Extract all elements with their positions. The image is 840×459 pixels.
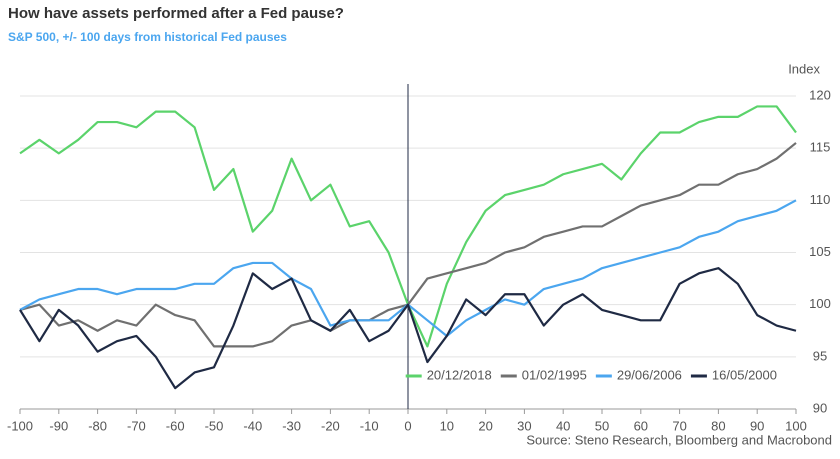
y-tick-label: 110 (810, 192, 831, 207)
x-tick-label: -20 (321, 418, 340, 433)
x-tick-label: -70 (127, 418, 146, 433)
series-line (19, 267, 797, 390)
x-tick-label: 40 (556, 418, 570, 433)
y-axis-label: Index (788, 61, 820, 76)
legend-label: 16/05/2000 (712, 367, 777, 382)
x-tick-label: -40 (243, 418, 262, 433)
legend-label: 01/02/1995 (522, 367, 587, 382)
x-tick-label: -60 (166, 418, 185, 433)
chart-subtitle: S&P 500, +/- 100 days from historical Fe… (8, 30, 287, 44)
x-tick-label: -90 (49, 418, 68, 433)
x-tick-label: 30 (517, 418, 531, 433)
y-tick-label: 100 (809, 296, 831, 311)
x-tick-label: 10 (440, 418, 454, 433)
x-tick-label: 50 (595, 418, 609, 433)
x-tick-label: 60 (634, 418, 648, 433)
x-tick-label: -10 (360, 418, 379, 433)
x-tick-label: 70 (672, 418, 686, 433)
chart-title: How have assets performed after a Fed pa… (8, 5, 344, 22)
y-tick-label: 115 (810, 140, 831, 155)
x-tick-label: -100 (7, 418, 33, 433)
y-tick-label: 120 (809, 87, 831, 102)
y-tick-label: 105 (809, 244, 831, 259)
y-tick-label: 95 (813, 348, 827, 363)
y-tick-label: 90 (813, 400, 827, 415)
source: Source: Steno Research, Bloomberg and Ma… (526, 432, 832, 447)
legend-label: 29/06/2006 (617, 367, 682, 382)
x-tick-label: 90 (750, 418, 764, 433)
legend-label: 20/12/2018 (427, 367, 492, 382)
x-tick-label: 100 (785, 418, 807, 433)
x-tick-label: -80 (88, 418, 107, 433)
x-tick-label: 0 (404, 418, 411, 433)
x-tick-label: 20 (478, 418, 492, 433)
x-tick-label: -50 (205, 418, 224, 433)
x-tick-label: -30 (282, 418, 301, 433)
x-tick-label: 80 (711, 418, 725, 433)
